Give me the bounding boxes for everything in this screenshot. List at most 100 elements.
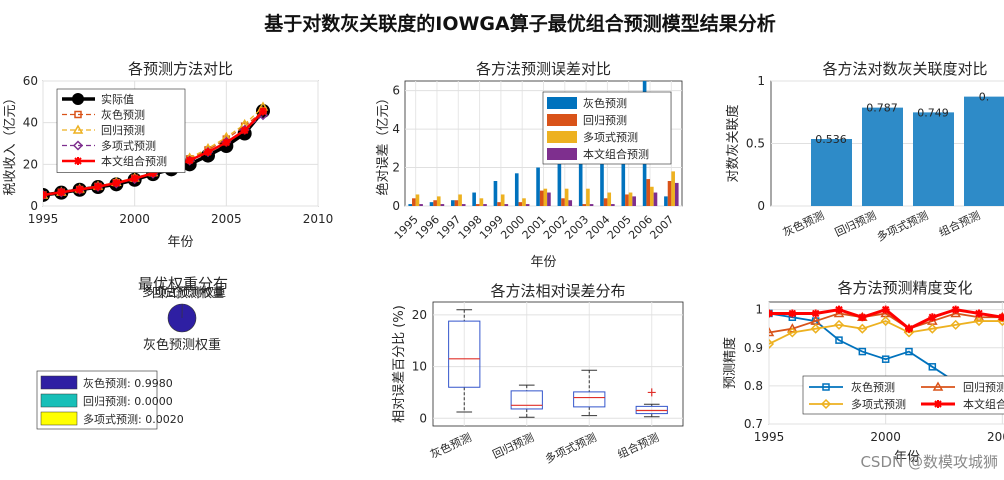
data-point [149,169,157,178]
data-point [951,305,960,314]
y-tick-label: 0.8 [744,379,763,393]
data-point [787,327,798,338]
legend-swatch [40,375,78,390]
x-tick-label: 回归预测 [832,208,878,239]
chart-title: 各方法相对误差分布 [490,282,625,300]
data-point [811,309,820,318]
y-tick-label: 0 [757,199,765,213]
bar [664,196,668,206]
data-point [905,324,913,333]
box-1 [448,309,481,413]
y-tick-label: 2 [392,161,400,175]
bar [632,196,636,206]
bar [621,127,626,206]
data-point [185,156,194,165]
y-tick-label: 20 [412,308,427,322]
bar [650,186,654,206]
y-axis-label: 相对误差百分比 (%) [392,305,407,423]
y-tick-label: 0 [419,411,427,425]
bar [493,181,498,206]
y-tick-label: 40 [23,116,38,130]
data-point [788,309,797,318]
x-tick-label: 多项式预测 [875,208,931,244]
bar [653,192,658,206]
x-tick-label: 2007 [647,213,676,242]
legend-label: 多项式预测: 0.0020 [83,412,184,426]
data-point [928,313,937,322]
y-tick-label: 10 [412,360,427,374]
legend-box [802,375,1004,415]
x-tick-label: 回归预测 [490,430,536,461]
bar [913,112,954,206]
chart-title: 各预测方法对比 [128,60,233,78]
chart-title: 各方法预测精度变化 [837,279,972,297]
data-point [810,323,821,334]
x-tick-label: 1996 [413,213,442,242]
box [573,391,606,408]
legend-label: 灰色预测: 0.9980 [83,376,173,390]
bar [472,192,476,206]
legend-label: 多项式预测 [101,139,156,153]
x-tick-label: 组合预测 [615,430,661,461]
legend-label: 实际值 [101,92,134,106]
x-axis-label: 年份 [167,235,193,250]
data-label: 0.536 [815,133,847,146]
data-point [240,126,249,135]
bar [582,204,587,206]
bar [514,173,519,206]
bar [667,181,672,206]
legend-marker [822,383,830,391]
data-point [858,347,867,356]
x-axis-label: 年份 [530,255,556,270]
bar [543,188,548,206]
bar [429,202,434,206]
bar [461,204,466,206]
y-tick-label: 0.7 [744,417,763,431]
bar [547,192,551,206]
data-point [973,316,985,327]
legend-swatch [547,148,577,160]
box-4 [635,388,668,418]
bar [497,202,501,206]
data-point [905,347,913,356]
data-point [835,336,843,344]
bar [557,157,562,206]
y-tick-label: 0 [392,199,400,213]
chart-title: 各方法预测误差对比 [476,60,611,78]
bar [628,192,633,206]
bar [475,204,480,206]
y-tick-label: 4 [392,122,400,136]
bar [458,194,462,206]
legend-label: 多项式预测 [851,397,906,411]
data-point [858,313,867,322]
x-tick-label: 2004 [584,213,613,242]
bar [646,179,651,206]
legend-swatch [547,97,577,109]
y-axis-label: 对数灰关联度 [725,104,741,182]
data-point [927,323,938,334]
data-point [928,363,937,371]
data-point [57,188,66,197]
bar [603,198,608,206]
bar [451,200,455,206]
bar [412,198,416,206]
bar [671,171,675,206]
bar [536,167,540,206]
data-point [75,185,84,194]
data-point [857,323,868,334]
x-tick-label: 2010 [303,212,334,226]
bar [586,188,590,206]
y-tick-label: 0.5 [746,137,765,151]
bar [674,182,679,206]
legend-swatch [547,131,577,143]
bar [479,198,484,206]
data-point [769,309,773,318]
data-point [769,338,775,349]
x-tick-label: 2005 [211,212,242,226]
x-tick-label: 1995 [754,430,785,444]
chart-title: 最优权重分布 [138,275,228,293]
